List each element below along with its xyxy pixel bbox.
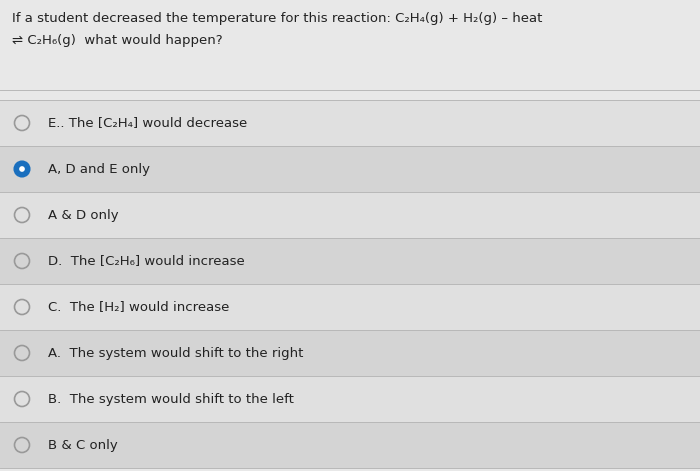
Bar [0, 284, 700, 330]
Text: A & D only: A & D only [48, 209, 118, 221]
Bar [0, 422, 700, 468]
Bar [0, 146, 700, 192]
Bar [0, 330, 700, 376]
Text: A.  The system would shift to the right: A. The system would shift to the right [48, 347, 303, 359]
Bar [0, 238, 700, 284]
Text: D.  The [C₂H₆] would increase: D. The [C₂H₆] would increase [48, 254, 245, 268]
Text: E.. The [C₂H₄] would decrease: E.. The [C₂H₄] would decrease [48, 116, 247, 130]
Bar [0, 376, 700, 422]
Circle shape [15, 162, 29, 177]
Text: B.  The system would shift to the left: B. The system would shift to the left [48, 392, 294, 406]
Bar [0, 192, 700, 238]
Text: If a student decreased the temperature for this reaction: C₂H₄(g) + H₂(g) – heat: If a student decreased the temperature f… [12, 12, 542, 25]
Circle shape [19, 166, 25, 172]
Bar [0, 100, 700, 146]
Text: ⇌ C₂H₆(g)  what would happen?: ⇌ C₂H₆(g) what would happen? [12, 34, 223, 47]
Text: B & C only: B & C only [48, 439, 118, 452]
Text: A, D and E only: A, D and E only [48, 162, 150, 176]
Text: C.  The [H₂] would increase: C. The [H₂] would increase [48, 300, 230, 314]
